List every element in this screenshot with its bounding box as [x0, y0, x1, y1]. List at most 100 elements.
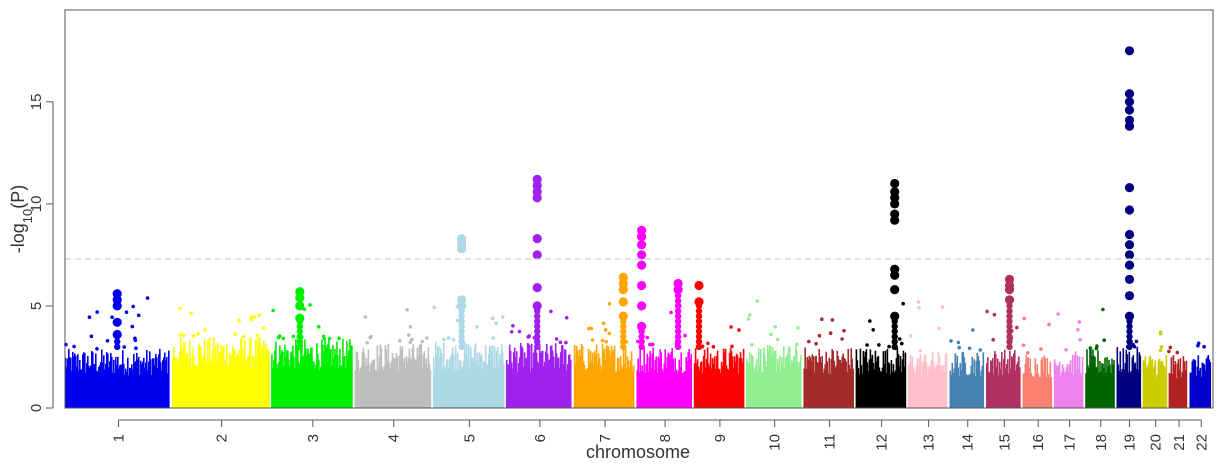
- snp-band: [598, 358, 601, 408]
- peak-point: [618, 272, 628, 282]
- peak-point: [534, 323, 541, 330]
- snp-band: [1025, 355, 1028, 408]
- snp-band: [757, 371, 759, 408]
- snp-band: [627, 360, 630, 408]
- snp-band: [715, 356, 718, 408]
- snp-band: [559, 352, 562, 408]
- snp-band: [609, 356, 612, 408]
- snp-band: [589, 350, 592, 408]
- snp-band: [800, 355, 802, 408]
- snp-band: [942, 365, 945, 408]
- snp-point: [527, 334, 531, 338]
- snp-band: [958, 375, 961, 408]
- snp-band: [120, 364, 122, 408]
- snp-band: [1110, 373, 1112, 408]
- snp-band: [102, 363, 104, 408]
- snp-band: [700, 361, 703, 408]
- snp-band: [910, 363, 913, 408]
- snp-band: [599, 365, 602, 408]
- snp-band: [1037, 373, 1040, 408]
- peak-point: [1006, 307, 1013, 315]
- snp-band: [250, 337, 252, 408]
- snp-band: [843, 358, 845, 408]
- snp-band: [610, 345, 613, 408]
- snp-band: [158, 354, 160, 408]
- snp-band: [264, 358, 266, 408]
- snp-band: [773, 352, 775, 408]
- snp-band: [779, 355, 781, 408]
- snp-band: [645, 364, 647, 408]
- snp-band: [227, 367, 229, 408]
- snp-band: [768, 351, 770, 408]
- snp-band: [564, 350, 567, 408]
- snp-band: [1016, 364, 1018, 408]
- snp-band: [178, 364, 180, 408]
- snp-band: [498, 353, 501, 408]
- snp-band: [1171, 374, 1174, 408]
- snp-band: [114, 373, 116, 408]
- snp-band: [372, 359, 375, 408]
- snp-band: [440, 353, 443, 408]
- peak-point: [694, 280, 704, 291]
- snp-band: [118, 368, 120, 408]
- snp-point: [442, 337, 446, 342]
- snp-band: [756, 358, 758, 408]
- snp-band: [218, 359, 220, 408]
- snp-band: [1033, 376, 1036, 408]
- peak-point: [458, 343, 465, 350]
- snp-band: [794, 356, 796, 408]
- snp-band: [584, 369, 587, 408]
- snp-band: [561, 345, 564, 408]
- snp-band: [398, 355, 401, 408]
- snp-band: [603, 348, 606, 408]
- snp-band: [594, 354, 597, 408]
- snp-band: [511, 368, 514, 408]
- snp-band: [363, 352, 366, 408]
- snp-band: [429, 370, 432, 408]
- peak-point: [112, 317, 122, 327]
- snp-point: [191, 334, 196, 338]
- chromosome-3-points: [271, 303, 353, 408]
- y-tick-label: 0: [28, 404, 45, 412]
- snp-band: [834, 367, 836, 408]
- snp-point: [971, 328, 975, 332]
- snp-band: [784, 369, 786, 408]
- peak-point: [695, 328, 703, 335]
- snp-band: [467, 344, 470, 408]
- snp-band: [544, 351, 547, 408]
- snp-band: [447, 367, 450, 408]
- peak-point: [890, 187, 900, 197]
- snp-band: [1209, 362, 1212, 408]
- snp-band: [1036, 364, 1039, 408]
- snp-band: [456, 352, 459, 408]
- snp-band: [930, 359, 933, 408]
- snp-band: [122, 350, 124, 408]
- snp-band: [481, 370, 484, 408]
- snp-band: [1116, 347, 1119, 408]
- snp-band: [432, 357, 435, 408]
- snp-band: [141, 363, 143, 408]
- snp-band: [126, 371, 128, 408]
- snp-band: [1161, 361, 1164, 408]
- snp-band: [643, 348, 645, 408]
- snp-band: [793, 355, 795, 408]
- snp-band: [590, 361, 593, 408]
- snp-band: [824, 364, 826, 408]
- snp-band: [442, 342, 445, 408]
- snp-band: [998, 375, 1000, 408]
- peak-point: [695, 307, 703, 315]
- snp-point: [564, 340, 568, 345]
- snp-point: [277, 334, 282, 338]
- snp-band: [229, 352, 231, 408]
- snp-band: [1085, 373, 1087, 408]
- snp-band: [134, 362, 136, 408]
- snp-band: [337, 355, 339, 408]
- snp-point: [451, 338, 456, 342]
- snp-band: [436, 346, 439, 408]
- snp-band: [1105, 372, 1107, 408]
- snp-band: [602, 351, 605, 408]
- snp-band: [973, 359, 976, 408]
- snp-band: [619, 356, 622, 408]
- snp-band: [360, 366, 363, 408]
- snp-band: [822, 372, 824, 408]
